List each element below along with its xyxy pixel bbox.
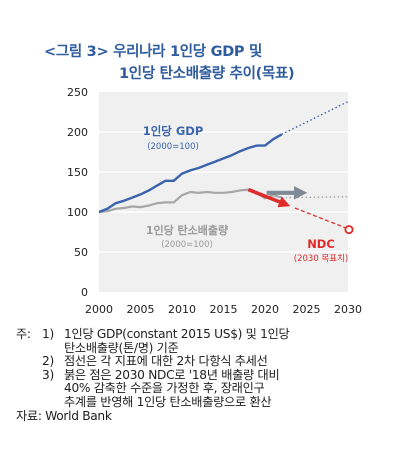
- carbon-series-sublabel: (2000=100): [161, 240, 213, 250]
- note-text: 붉은 점은 2030 NDC로 '18년 배출량 대비: [64, 367, 280, 382]
- notes-block: 주: 1) 1인당 GDP(constant 2015 US$) 및 1인당 탄…: [16, 327, 401, 423]
- note-text: 1인당 GDP(constant 2015 US$) 및 1인당: [64, 327, 290, 341]
- y-tick-label: 200: [67, 126, 88, 139]
- carbon-series-label: 1인당 탄소배출량: [146, 223, 228, 237]
- notes-prefix: 주:: [16, 327, 31, 341]
- gdp-series-label: 1인당 GDP: [143, 124, 204, 138]
- line-chart: 0 50 100 150 200 250 2000 2005 2010 2015 2020 2025 2…: [67, 86, 362, 316]
- ndc-sublabel: (2030 목표치): [294, 254, 348, 264]
- ndc-dashed-line: [294, 207, 346, 229]
- source-text: 자료: World Bank: [16, 408, 112, 423]
- note-text: 탄소배출량(톤/명) 기준: [64, 340, 179, 355]
- gdp-trend-line: [281, 100, 349, 136]
- note-text: 점선은 각 지표에 대한 2차 다항식 추세선: [64, 354, 268, 369]
- y-tick-label: 150: [67, 166, 88, 179]
- x-tick-label: 2005: [127, 303, 155, 316]
- ndc-target-point: [344, 225, 354, 235]
- carbon-trend-line: [281, 196, 349, 199]
- note-number: 3): [42, 367, 54, 382]
- y-tick-label: 0: [81, 286, 88, 299]
- note-number: 2): [42, 354, 54, 369]
- x-tick-label: 2030: [334, 303, 362, 316]
- gdp-series-line: [98, 133, 283, 214]
- ndc-label: NDC: [307, 237, 335, 251]
- x-tick-label: 2010: [168, 303, 196, 316]
- x-tick-label: 2025: [293, 303, 321, 316]
- figure-title-line1: <그림 3> 우리나라 1인당 GDP 및: [44, 44, 263, 60]
- x-tick-label: 2000: [85, 303, 113, 316]
- note-text: 추계를 반영해 1인당 탄소배출량으로 환산: [64, 394, 272, 409]
- y-tick-label: 250: [67, 86, 88, 99]
- x-tick-label: 2015: [210, 303, 238, 316]
- figure-title-line2: 1인당 탄소배출량 추이(목표): [119, 66, 295, 82]
- note-text: 40% 감축한 수준을 가정한 후, 장래인구: [64, 381, 265, 396]
- note-number: 1): [42, 327, 54, 341]
- y-tick-label: 50: [74, 246, 88, 259]
- gdp-series-sublabel: (2000=100): [147, 142, 199, 152]
- ndc-arrow: [247, 187, 291, 208]
- y-tick-label: 100: [67, 206, 88, 219]
- x-tick-label: 2020: [251, 303, 279, 316]
